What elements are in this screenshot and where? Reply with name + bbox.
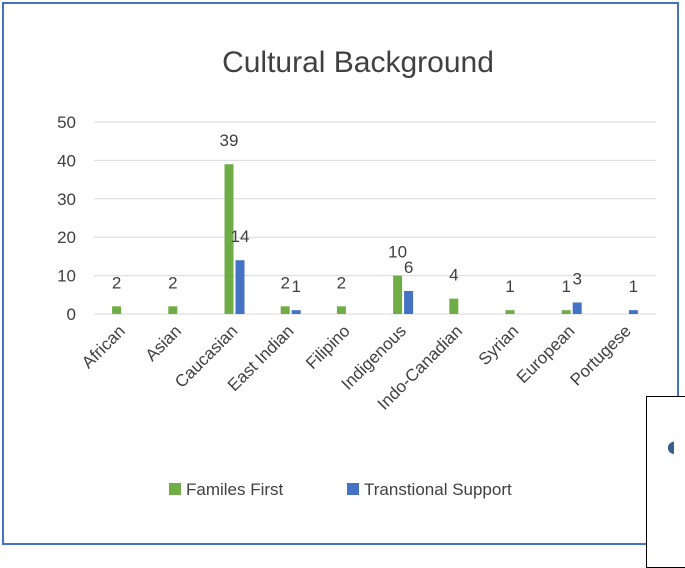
y-tick-label-10: 10 <box>57 267 76 286</box>
data-label-familes-first-indigenous: 10 <box>388 243 407 262</box>
bar-familes-first-indigenous <box>393 275 403 314</box>
data-label-familes-first-east-indian: 2 <box>280 273 289 292</box>
data-label-transtional-support-east-indian: 1 <box>291 277 300 296</box>
partial-app-icon: ◖ <box>667 437 676 456</box>
data-label-familes-first-caucasian: 39 <box>220 131 239 150</box>
data-label-familes-first-african: 2 <box>112 273 121 292</box>
data-label-transtional-support-indigenous: 6 <box>404 258 413 277</box>
legend-label-transtional-support: Transtional Support <box>364 480 512 499</box>
y-tick-label-30: 30 <box>57 190 76 209</box>
bar-familes-first-african <box>112 306 122 314</box>
x-tick-label-african: African <box>78 321 129 372</box>
legend: Familes First Transtional Support <box>169 480 512 499</box>
legend-swatch-transtional-support <box>347 483 359 495</box>
legend-swatch-familes-first <box>169 483 181 495</box>
data-label-transtional-support-portugese: 1 <box>629 277 638 296</box>
chart-title: Cultural Background <box>222 46 494 79</box>
bar-familes-first-asian <box>168 306 178 314</box>
data-label-transtional-support-caucasian: 14 <box>231 227 250 246</box>
y-tick-label-50: 50 <box>57 113 76 132</box>
bar-transtional-support-east-indian <box>291 310 301 314</box>
data-label-familes-first-european: 1 <box>561 277 570 296</box>
bars <box>112 164 638 314</box>
bar-transtional-support-caucasian <box>235 260 245 314</box>
x-tick-label-syrian: Syrian <box>475 321 523 369</box>
y-tick-label-0: 0 <box>67 305 76 324</box>
legend-label-familes-first: Familes First <box>186 480 284 499</box>
y-axis-ticks: 0 10 20 30 40 50 <box>57 113 76 324</box>
overlapping-window-fragment: ◖ <box>646 396 685 568</box>
bar-familes-first-filipino <box>336 306 346 314</box>
bar-familes-first-caucasian <box>224 164 234 314</box>
x-tick-label-portugese: Portugese <box>566 321 634 389</box>
bar-transtional-support-european <box>572 302 582 314</box>
data-label-familes-first-filipino: 2 <box>337 273 346 292</box>
data-label-familes-first-syrian: 1 <box>505 277 514 296</box>
y-tick-label-20: 20 <box>57 228 76 247</box>
chart-frame: Cultural Background 0 10 20 30 40 50 2 2 39 14 2 1… <box>2 2 679 545</box>
y-tick-label-40: 40 <box>57 151 76 170</box>
x-tick-label-filipino: Filipino <box>302 321 354 373</box>
bar-familes-first-european <box>561 310 571 314</box>
data-label-familes-first-asian: 2 <box>168 273 177 292</box>
bar-familes-first-syrian <box>505 310 515 314</box>
bar-transtional-support-indigenous <box>404 290 414 314</box>
data-label-transtional-support-european: 3 <box>572 269 581 288</box>
bar-familes-first-east-indian <box>280 306 290 314</box>
x-tick-label-asian: Asian <box>142 321 186 365</box>
bar-familes-first-indo-canadian <box>449 298 459 314</box>
bar-transtional-support-portugese <box>628 310 638 314</box>
data-label-familes-first-indo-canadian: 4 <box>449 266 458 285</box>
